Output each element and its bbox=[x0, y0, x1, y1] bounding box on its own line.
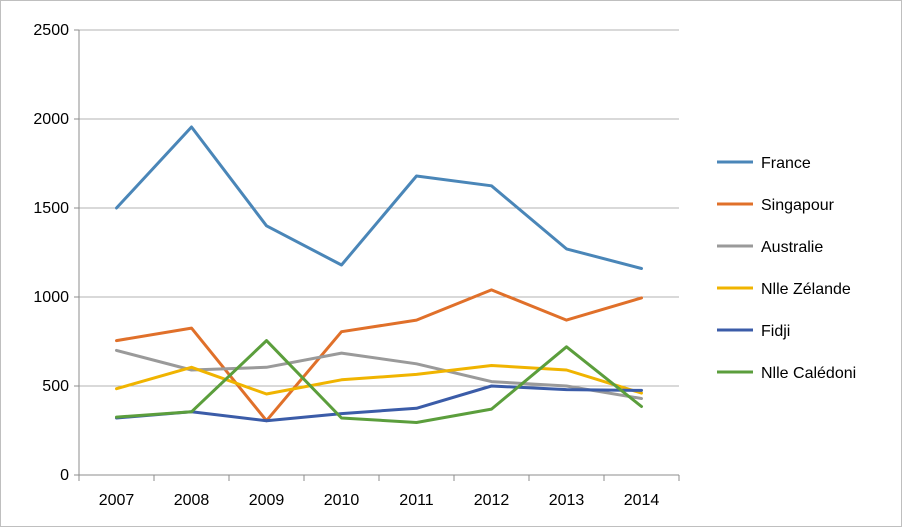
series-line-nlle-cal-doni bbox=[115, 339, 643, 424]
y-tick-label: 2000 bbox=[33, 111, 69, 128]
legend-label: Fidji bbox=[761, 323, 790, 340]
series-line-australie bbox=[115, 348, 643, 400]
x-tick-label: 2010 bbox=[324, 492, 360, 509]
x-tick-label: 2011 bbox=[399, 492, 434, 509]
x-tick-label: 2013 bbox=[549, 492, 585, 509]
series-line-france bbox=[115, 125, 643, 270]
y-tick-label: 500 bbox=[42, 378, 69, 395]
y-tick-label: 1500 bbox=[33, 200, 69, 217]
x-tick-label: 2012 bbox=[474, 492, 510, 509]
x-tick-label: 2008 bbox=[174, 492, 210, 509]
legend: France Singapour Australie Nlle Zélande Fidj… bbox=[717, 155, 856, 382]
y-tick-label: 2500 bbox=[33, 22, 69, 39]
series-line-nlle-z-lande bbox=[115, 364, 643, 396]
x-tick-label: 2014 bbox=[624, 492, 660, 509]
y-tick-label: 0 bbox=[60, 467, 69, 484]
legend-label: Nlle Calédoni bbox=[761, 365, 856, 382]
series-line-fidji bbox=[115, 384, 643, 423]
grid-lines bbox=[79, 29, 679, 387]
legend-label: France bbox=[761, 155, 811, 172]
legend-label: Nlle Zélande bbox=[761, 281, 851, 298]
x-tick-label: 2007 bbox=[99, 492, 135, 509]
legend-label: Singapour bbox=[761, 197, 835, 214]
series-line-singapour bbox=[115, 288, 643, 423]
series-lines bbox=[115, 125, 643, 424]
tick-labels: 0 500 1000 1500 2000 2500 2007 2008 2009 2010 2011… bbox=[33, 22, 659, 509]
y-tick-label: 1000 bbox=[33, 289, 69, 306]
x-tick-label: 2009 bbox=[249, 492, 285, 509]
legend-label: Australie bbox=[761, 239, 823, 256]
axes bbox=[74, 29, 680, 481]
